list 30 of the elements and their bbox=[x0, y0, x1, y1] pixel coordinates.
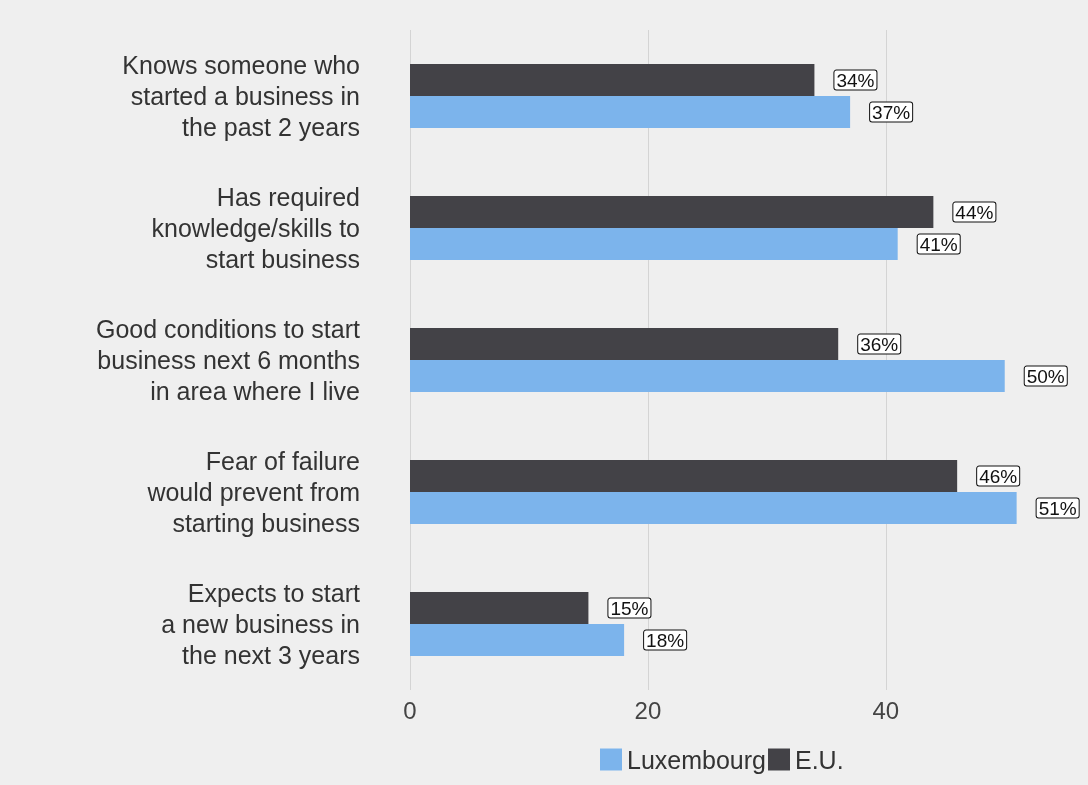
bar bbox=[410, 492, 1017, 524]
y-tick-label: Fear of failure would prevent from starting business bbox=[146, 447, 360, 537]
data-label: 37% bbox=[872, 101, 911, 123]
y-tick-label: Expects to start a new business in the next 3 years bbox=[161, 579, 361, 669]
data-label: 46% bbox=[979, 465, 1018, 487]
bar bbox=[410, 360, 1005, 392]
x-tick-label: 0 bbox=[403, 696, 417, 724]
y-tick-label: Has required knowledge/skills to start business bbox=[151, 183, 360, 273]
x-tick-label: 20 bbox=[634, 696, 662, 724]
legend-label: Luxembourg bbox=[627, 745, 766, 774]
bar bbox=[410, 460, 958, 492]
bar bbox=[410, 228, 898, 260]
bar bbox=[410, 328, 839, 360]
bar bbox=[410, 96, 851, 128]
bar bbox=[410, 624, 625, 656]
y-tick-label: Knows someone who started a business in the past 2 years bbox=[122, 51, 360, 141]
data-label: 18% bbox=[646, 629, 685, 651]
bar bbox=[410, 592, 589, 624]
data-label: 50% bbox=[1026, 365, 1065, 387]
y-tick-label: Good conditions to start business next 6 months in area where I live bbox=[95, 315, 361, 405]
data-label: 41% bbox=[919, 233, 958, 255]
data-label: 51% bbox=[1038, 497, 1077, 519]
data-label: 44% bbox=[955, 201, 994, 223]
legend-label: E.U. bbox=[794, 745, 844, 774]
x-tick-label: 40 bbox=[872, 696, 900, 724]
data-label: 34% bbox=[836, 69, 875, 91]
bar bbox=[410, 196, 934, 228]
data-label: 15% bbox=[610, 597, 649, 619]
bar bbox=[410, 64, 815, 96]
data-label: 36% bbox=[860, 333, 899, 355]
